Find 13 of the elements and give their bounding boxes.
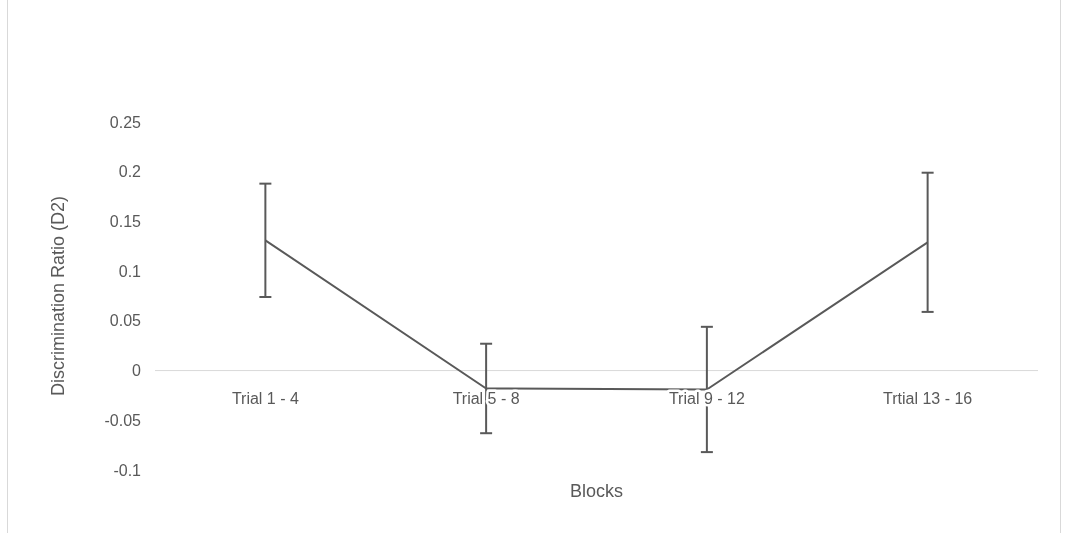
y-tick-label: 0.2 — [118, 163, 142, 181]
x-axis-title: Blocks — [569, 481, 624, 501]
x-tick-label: Trtial 13 - 16 — [883, 389, 973, 407]
x-tick-label: Trial 1 - 4 — [231, 389, 299, 407]
y-tick-label: 0.05 — [109, 312, 142, 330]
y-axis-title: Discrimination Ratio (D2) — [48, 195, 68, 397]
y-tick-label: 0 — [132, 362, 142, 380]
y-tick-label: -0.05 — [104, 411, 142, 429]
y-tick-label: 0.15 — [109, 213, 142, 231]
y-tick-label: -0.1 — [113, 461, 142, 479]
y-tick-label: 0.25 — [109, 113, 142, 131]
x-tick-label: Trial 5 - 8 — [452, 389, 520, 407]
y-tick-label: 0.1 — [118, 262, 142, 280]
